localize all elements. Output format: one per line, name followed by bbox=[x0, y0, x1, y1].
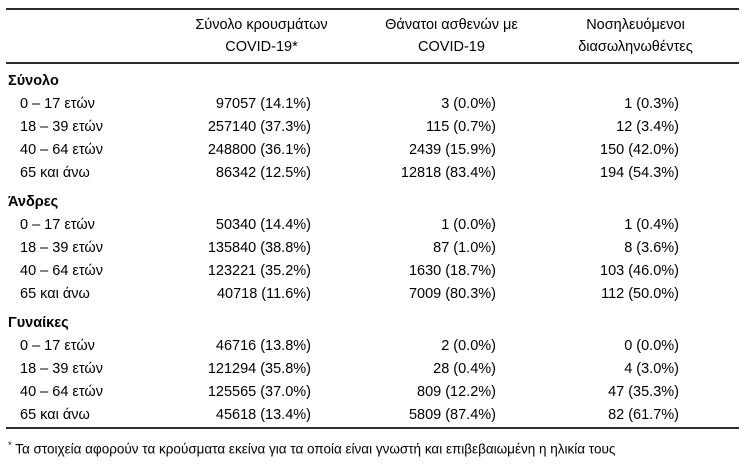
intubated-value: 8 (3.6%) bbox=[624, 240, 679, 256]
empty-cell bbox=[556, 185, 739, 214]
intubated-value: 194 (54.3%) bbox=[600, 165, 679, 181]
intubated-value: 103 (46.0%) bbox=[600, 263, 679, 279]
deaths-value: 12818 (83.4%) bbox=[400, 165, 496, 181]
age-group-label: 65 και άνω bbox=[20, 407, 90, 423]
cases-value: 248800 (36.1%) bbox=[207, 142, 311, 158]
age-group-label: 40 – 64 ετών bbox=[20, 142, 103, 158]
deaths-value: 809 (12.2%) bbox=[417, 384, 496, 400]
intubated-value: 12 (3.4%) bbox=[616, 119, 679, 135]
deaths-value: 28 (0.4%) bbox=[433, 361, 496, 377]
deaths-value: 5809 (87.4%) bbox=[408, 407, 496, 423]
section-row-men: Άνδρες bbox=[6, 185, 739, 214]
cases-value: 46716 (13.8%) bbox=[215, 338, 311, 354]
table-row: 0 – 17 ετών 50340 (14.4%) 1 (0.0%) 1 (0.… bbox=[6, 214, 739, 237]
age-group-label: 40 – 64 ετών bbox=[20, 263, 103, 279]
intubated-value: 150 (42.0%) bbox=[600, 142, 679, 158]
deaths-value: 115 (0.7%) bbox=[426, 119, 496, 135]
table-row: 65 και άνω 86342 (12.5%) 12818 (83.4%) 1… bbox=[6, 162, 739, 185]
empty-header-cell bbox=[6, 9, 176, 63]
cases-value: 123221 (35.2%) bbox=[207, 263, 311, 279]
age-group-label: 65 και άνω bbox=[20, 286, 90, 302]
deaths-value: 87 (1.0%) bbox=[433, 240, 496, 256]
empty-cell bbox=[176, 185, 371, 214]
cases-value: 121294 (35.8%) bbox=[207, 361, 311, 377]
age-group-label: 18 – 39 ετών bbox=[20, 240, 103, 256]
empty-cell bbox=[176, 63, 371, 93]
age-group-label: 18 – 39 ετών bbox=[20, 119, 103, 135]
section-label: Σύνολο bbox=[8, 73, 59, 89]
deaths-value: 1630 (18.7%) bbox=[408, 263, 496, 279]
table-row: 40 – 64 ετών 123221 (35.2%) 1630 (18.7%)… bbox=[6, 260, 739, 283]
covid-statistics-table: Σύνολο κρουσμάτων COVID-19* Θάνατοι ασθε… bbox=[6, 8, 739, 429]
empty-cell bbox=[371, 63, 556, 93]
section-row-total: Σύνολο bbox=[6, 63, 739, 93]
cases-value: 40718 (11.6%) bbox=[216, 286, 311, 302]
empty-cell bbox=[556, 63, 739, 93]
table-row: 40 – 64 ετών 125565 (37.0%) 809 (12.2%) … bbox=[6, 381, 739, 404]
table-row: 40 – 64 ετών 248800 (36.1%) 2439 (15.9%)… bbox=[6, 139, 739, 162]
footnote-marker: * bbox=[8, 440, 12, 451]
table-row: 0 – 17 ετών 97057 (14.1%) 3 (0.0%) 1 (0.… bbox=[6, 93, 739, 116]
section-label: Άνδρες bbox=[8, 194, 59, 210]
table-row: 18 – 39 ετών 121294 (35.8%) 28 (0.4%) 4 … bbox=[6, 358, 739, 381]
empty-cell bbox=[371, 306, 556, 335]
intubated-value: 47 (35.3%) bbox=[608, 384, 679, 400]
table-header-row: Σύνολο κρουσμάτων COVID-19* Θάνατοι ασθε… bbox=[6, 9, 739, 63]
age-group-label: 18 – 39 ετών bbox=[20, 361, 103, 377]
deaths-value: 2439 (15.9%) bbox=[408, 142, 496, 158]
empty-cell bbox=[176, 306, 371, 335]
table-footnote: * Τα στοιχεία αφορούν τα κρούσματα εκείν… bbox=[8, 429, 733, 459]
footnote-text: Τα στοιχεία αφορούν τα κρούσματα εκείνα … bbox=[11, 441, 616, 457]
section-row-women: Γυναίκες bbox=[6, 306, 739, 335]
table-row: 18 – 39 ετών 257140 (37.3%) 115 (0.7%) 1… bbox=[6, 116, 739, 139]
table-row: 0 – 17 ετών 46716 (13.8%) 2 (0.0%) 0 (0.… bbox=[6, 335, 739, 358]
section-label: Γυναίκες bbox=[8, 315, 69, 331]
table-row: 18 – 39 ετών 135840 (38.8%) 87 (1.0%) 8 … bbox=[6, 237, 739, 260]
age-group-label: 65 και άνω bbox=[20, 165, 90, 181]
column-header-cases: Σύνολο κρουσμάτων COVID-19* bbox=[195, 17, 328, 55]
age-group-label: 0 – 17 ετών bbox=[20, 338, 95, 354]
cases-value: 257140 (37.3%) bbox=[207, 119, 311, 135]
age-group-label: 0 – 17 ετών bbox=[20, 217, 95, 233]
column-header-deaths: Θάνατοι ασθενών με COVID-19 bbox=[385, 17, 518, 55]
intubated-value: 0 (0.0%) bbox=[624, 338, 679, 354]
cases-value: 125565 (37.0%) bbox=[207, 384, 311, 400]
deaths-value: 1 (0.0%) bbox=[441, 217, 496, 233]
intubated-value: 112 (50.0%) bbox=[601, 286, 679, 302]
cases-value: 45618 (13.4%) bbox=[215, 407, 311, 423]
age-group-label: 40 – 64 ετών bbox=[20, 384, 103, 400]
intubated-value: 82 (61.7%) bbox=[608, 407, 679, 423]
deaths-value: 2 (0.0%) bbox=[441, 338, 496, 354]
cases-value: 86342 (12.5%) bbox=[215, 165, 311, 181]
intubated-value: 4 (3.0%) bbox=[624, 361, 679, 377]
deaths-value: 3 (0.0%) bbox=[441, 96, 496, 112]
cases-value: 135840 (38.8%) bbox=[207, 240, 311, 256]
table-row: 65 και άνω 45618 (13.4%) 5809 (87.4%) 82… bbox=[6, 404, 739, 428]
cases-value: 50340 (14.4%) bbox=[215, 217, 311, 233]
table-row: 65 και άνω 40718 (11.6%) 7009 (80.3%) 11… bbox=[6, 283, 739, 306]
deaths-value: 7009 (80.3%) bbox=[408, 286, 496, 302]
age-group-label: 0 – 17 ετών bbox=[20, 96, 95, 112]
intubated-value: 1 (0.4%) bbox=[624, 217, 679, 233]
empty-cell bbox=[556, 306, 739, 335]
intubated-value: 1 (0.3%) bbox=[624, 96, 679, 112]
cases-value: 97057 (14.1%) bbox=[215, 96, 311, 112]
empty-cell bbox=[371, 185, 556, 214]
column-header-intubated: Νοσηλευόμενοι διασωληνωθέντες bbox=[578, 17, 693, 55]
